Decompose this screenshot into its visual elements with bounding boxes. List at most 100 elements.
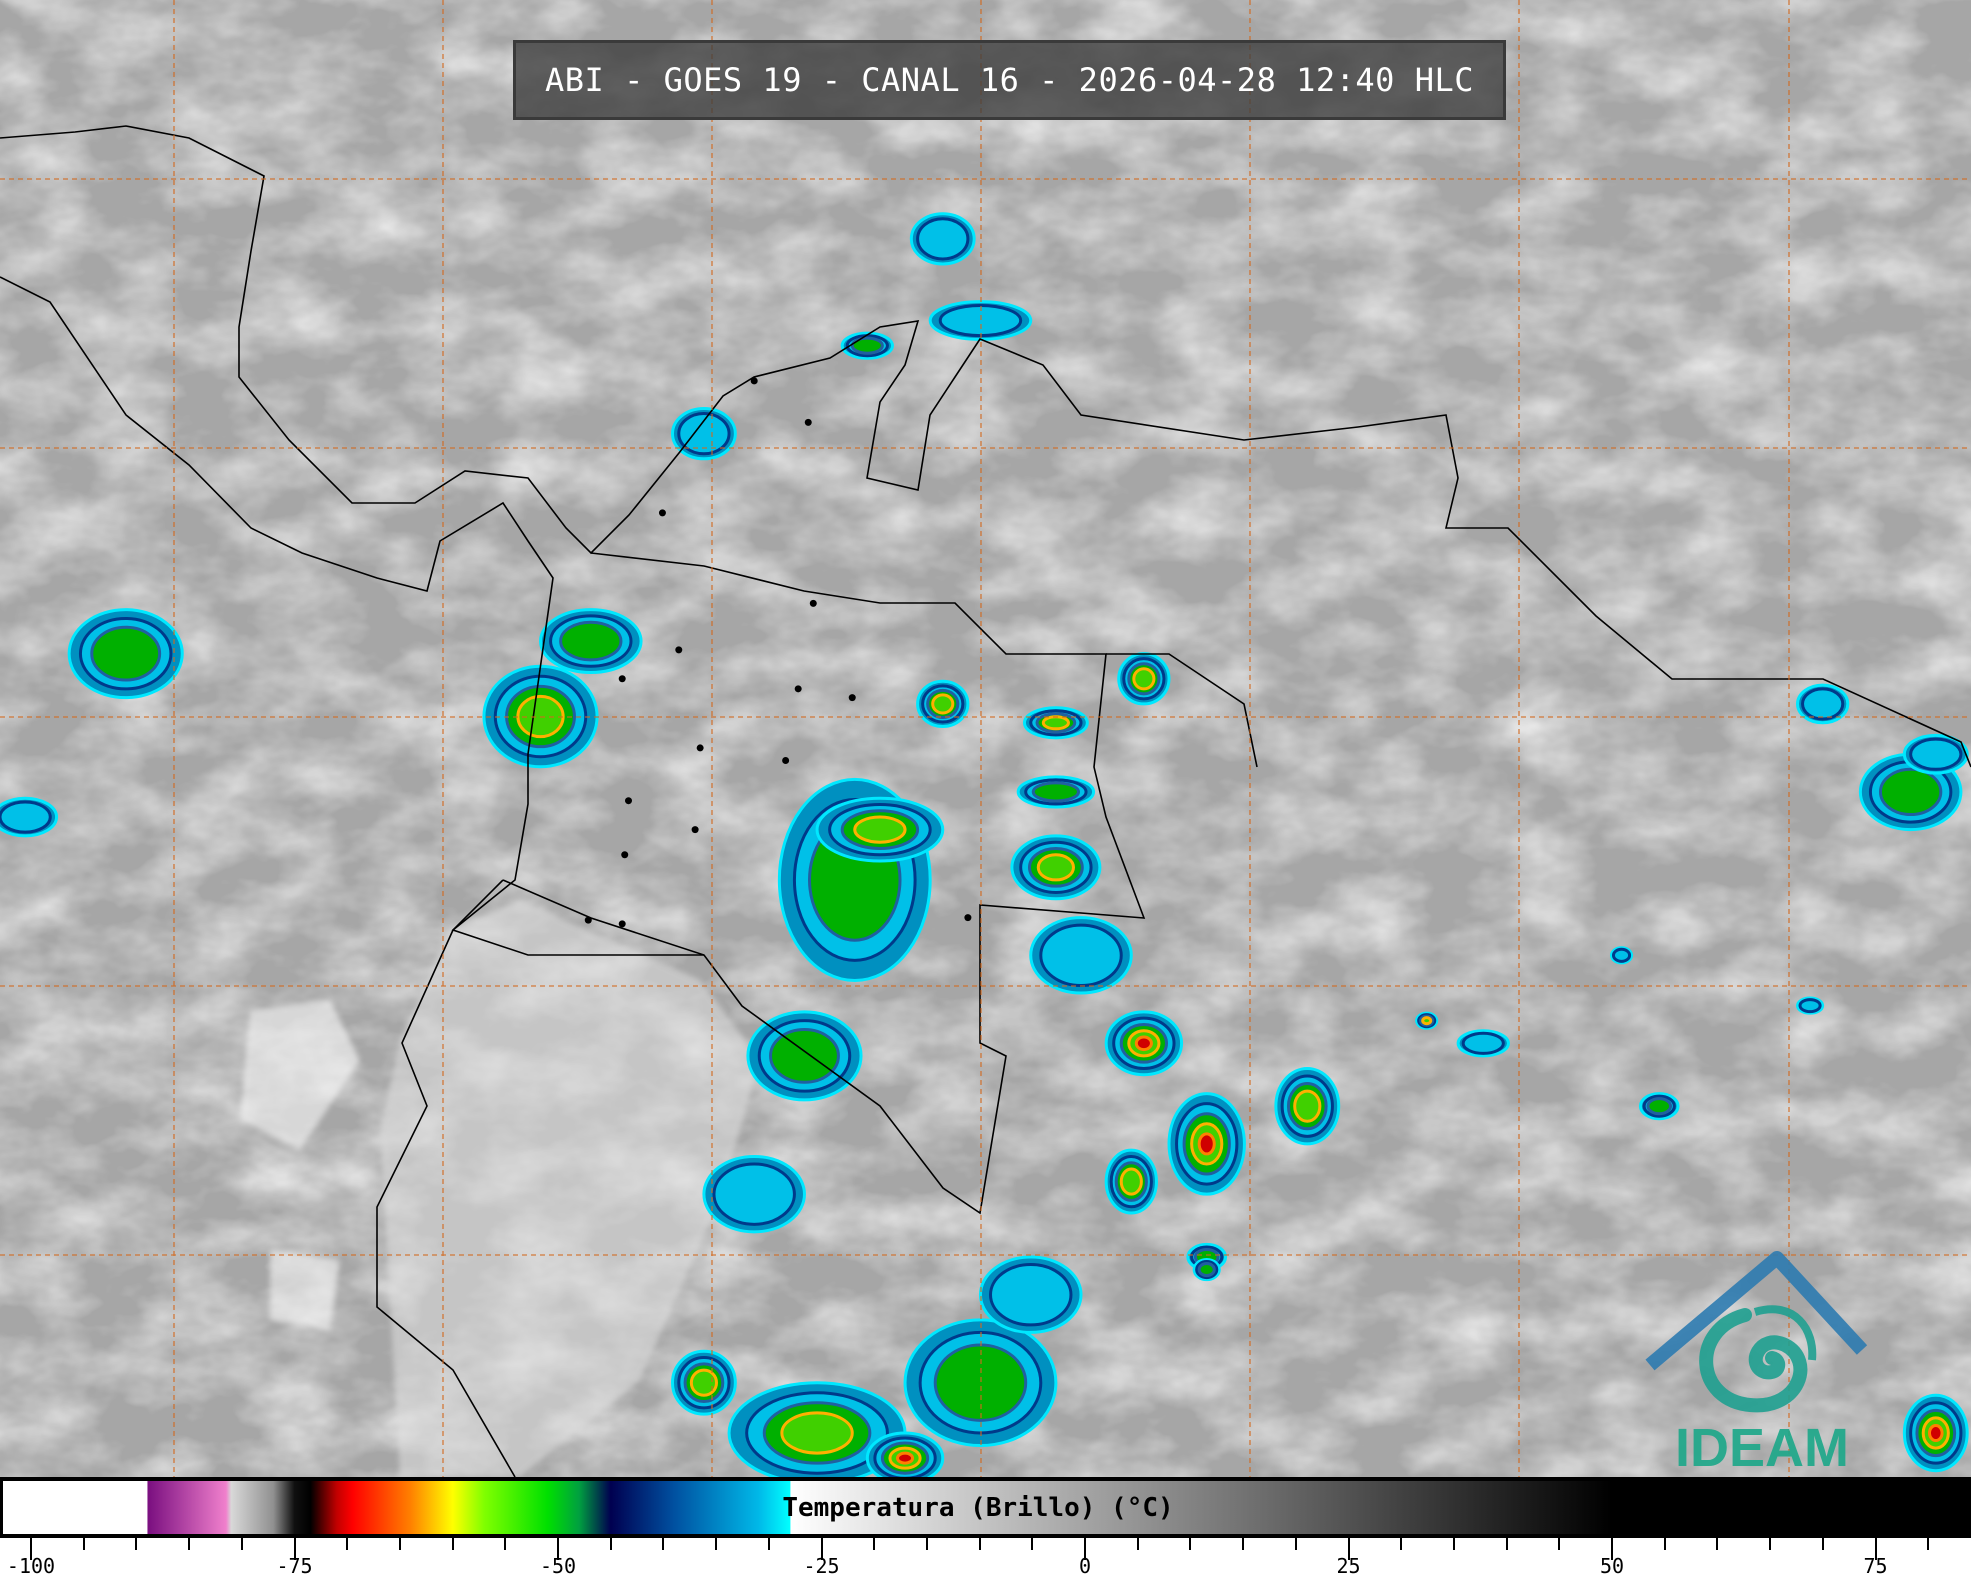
cloud-cell [989,1263,1073,1327]
tick-label: 0 [1078,1554,1092,1578]
minor-tick [451,1538,454,1550]
cloud-cell [1134,1035,1153,1052]
cloud-cell [1039,923,1123,987]
cloud-texture [0,0,1971,1477]
cloud-cell [1878,767,1943,817]
peru-border [451,879,704,956]
city-dot [848,694,856,702]
colombia-border [502,552,1146,1215]
tick-label: 50 [1599,1554,1625,1578]
cloud-cell [1801,687,1845,721]
cloud-cell [677,412,731,456]
cloud-cell [931,693,955,715]
major-tick [557,1538,559,1560]
major-tick [1611,1538,1613,1560]
tick-label: 75 [1863,1554,1888,1578]
cloud-cell [90,625,162,682]
minor-tick [715,1538,718,1550]
cloud-cell [933,1343,1028,1422]
cloud-cell [916,217,970,261]
minor-tick [1716,1538,1719,1550]
minor-tick [135,1538,138,1550]
city-dot [584,916,592,924]
logo-swirl [1699,1308,1808,1413]
minor-tick [1821,1538,1824,1550]
city-dot [618,920,626,928]
city-dot [658,509,666,517]
logo-text: IDEAM [1675,1418,1849,1477]
cloud-cell [712,1162,796,1226]
cloud-cell [1611,947,1632,963]
minor-tick [1769,1538,1772,1550]
cloud-cell [850,336,884,355]
minor-tick [398,1538,401,1550]
minor-tick [346,1538,349,1550]
minor-tick [1189,1538,1192,1550]
cloud-cell [1197,1132,1216,1156]
cloud-cell [1293,1089,1322,1123]
colorbar-label-wrap: Temperatura (Brillo) (°C) [0,1477,1971,1538]
city-dot [696,744,704,752]
logo-roof [1645,1251,1868,1371]
minor-tick [1294,1538,1297,1550]
central-america-coast [0,125,1971,768]
cloud-cell [769,1027,840,1084]
city-dot [618,675,626,683]
lat-lon-grid [0,0,1971,1477]
minor-tick [1242,1538,1245,1550]
pacific-coast [0,276,554,1477]
satellite-map: IDEAM [0,0,1971,1477]
city-dot [625,797,632,805]
venezuela-brazil-border [1106,653,1258,768]
cloud-cell [0,800,52,834]
colorbar-gradient [3,1481,1971,1534]
minor-tick [978,1538,981,1550]
major-tick [1874,1538,1877,1560]
major-tick [1084,1538,1086,1560]
logo-swirl-arm [1753,1305,1817,1361]
city-dot [794,685,802,693]
city-dot [804,418,812,426]
land-area [240,900,760,1477]
tick-label: -75 [276,1554,313,1578]
colorbar-frame: Temperatura (Brillo) (°C) [0,1477,1971,1538]
minor-tick [1663,1538,1666,1550]
city-dot [691,826,699,834]
cloud-cell [1041,715,1070,731]
cloud-cell [1197,1262,1216,1278]
colorbar-legend: Temperatura (Brillo) (°C) -100 -75 -50 -25 0… [0,1477,1971,1578]
minor-tick [1558,1538,1561,1550]
city-dot [750,377,758,385]
minor-tick [1505,1538,1508,1550]
cloud-cell [1132,667,1156,691]
ideam-logo: IDEAM [1645,1251,1868,1477]
city-dot [621,851,629,859]
minor-tick [82,1538,85,1550]
city-dot [782,756,790,764]
minor-tick [1136,1538,1139,1550]
minor-tick [662,1538,665,1550]
cloud-cell [1909,737,1963,771]
tick-label: 25 [1336,1554,1361,1578]
cloud-cell [1119,1167,1143,1196]
cloud-cell [853,815,907,844]
coastlines [0,125,1971,1477]
minor-tick [1031,1538,1034,1550]
major-tick [820,1538,823,1560]
minor-tick [1452,1538,1455,1550]
convective-clouds [0,212,1969,1477]
cloud-cell [895,1451,915,1465]
city-dot [964,914,972,922]
cloud-cell [1036,853,1075,882]
minor-tick [240,1538,243,1550]
major-tick [30,1538,32,1560]
cloud-cell [1461,1031,1505,1055]
cloud-cell [1646,1097,1673,1116]
title-banner: ABI - GOES 19 - CANAL 16 - 2026-04-28 12… [513,40,1506,120]
minor-tick [609,1538,612,1550]
cloud-cell [1798,998,1822,1014]
minor-tick [504,1538,507,1550]
minor-tick [1400,1538,1403,1550]
minor-tick [925,1538,928,1550]
cloud-cell [1031,781,1081,803]
